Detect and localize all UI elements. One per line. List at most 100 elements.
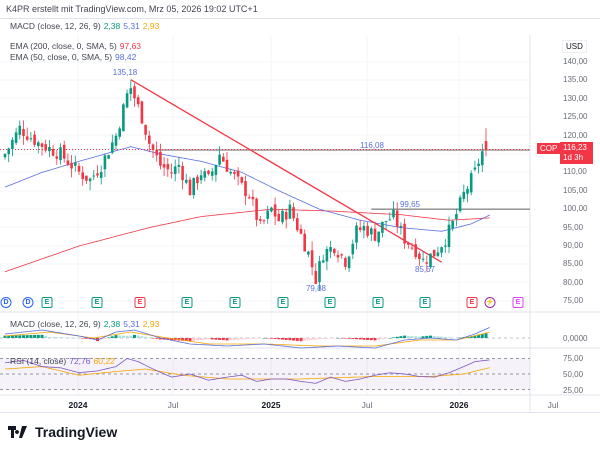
candle-body — [484, 141, 488, 150]
candle-body — [273, 204, 277, 217]
dividend-event-icon[interactable]: D — [22, 297, 34, 308]
candle-body — [196, 176, 199, 184]
macd-histogram-bar — [251, 338, 255, 339]
candle-body — [177, 165, 181, 167]
candle-body — [370, 228, 373, 235]
macd-histogram-bar — [329, 338, 333, 339]
trendline — [130, 79, 442, 263]
earnings-event-icon[interactable]: E — [372, 297, 384, 308]
candle-body — [329, 247, 332, 252]
tradingview-logo[interactable]: TradingView — [8, 424, 117, 440]
macd-histogram-bar — [318, 338, 321, 340]
legend-value: 72,76 — [69, 356, 91, 366]
symbol-tag: COP — [537, 143, 561, 154]
candle-body — [162, 164, 166, 168]
candle-body — [148, 135, 151, 144]
earnings-event-icon[interactable]: E — [91, 297, 103, 308]
candle-body — [407, 242, 410, 245]
earnings-event-icon[interactable]: E — [134, 297, 146, 308]
candle-body — [44, 144, 47, 151]
candle-body — [74, 162, 77, 166]
candle-body — [40, 143, 44, 147]
legend-rsi[interactable]: RSI (14, close) 72,76 60,22 — [10, 356, 115, 366]
candle-body — [262, 220, 266, 222]
legend-ema50[interactable]: EMA (50, close, 0, SMA, 5) 98,42 — [10, 52, 136, 62]
candle-body — [373, 228, 377, 241]
macd-histogram-bar — [410, 336, 414, 338]
legend-label: EMA (50, close, 0, SMA, 5) — [10, 52, 113, 62]
macd-histogram-bar — [3, 335, 7, 338]
ema200-line — [4, 208, 490, 273]
macd-histogram-bar — [266, 338, 270, 339]
candle-body — [325, 248, 329, 262]
candle-body — [362, 225, 366, 231]
price-tick: 85,00 — [563, 259, 584, 269]
candle-body — [173, 166, 177, 175]
macd-histogram-bar — [218, 338, 222, 340]
candle-body — [296, 218, 299, 231]
candle-body — [92, 175, 96, 177]
candle-body — [51, 148, 55, 156]
candle-body — [3, 154, 7, 158]
candle-body — [159, 151, 162, 166]
candle-body — [22, 129, 25, 136]
currency-label[interactable]: USD — [562, 40, 587, 53]
candle-body — [266, 210, 269, 219]
earnings-event-icon[interactable]: E — [512, 297, 524, 308]
price-tick: 135,00 — [563, 75, 588, 85]
macd-histogram-bar — [55, 337, 59, 338]
macd-histogram-bar — [151, 338, 155, 339]
earnings-event-icon[interactable]: E — [41, 297, 53, 308]
macd-histogram-bar — [229, 338, 233, 341]
candle-body — [185, 179, 188, 183]
price-tick: 95,00 — [563, 222, 584, 232]
candle-body — [192, 177, 195, 196]
earnings-event-icon[interactable]: E — [181, 297, 193, 308]
candle-body — [55, 156, 59, 159]
macd-histogram-bar — [273, 338, 277, 339]
legend-label: MACD (close, 12, 26, 9) — [10, 319, 101, 329]
macd-histogram-bar — [133, 334, 136, 338]
macd-histogram-bar — [221, 338, 225, 341]
earnings-event-icon[interactable]: E — [229, 297, 241, 308]
earnings-event-icon[interactable]: E — [419, 297, 431, 308]
macd-histogram-bar — [484, 333, 488, 338]
candle-body — [251, 196, 255, 200]
low-label: 79,88 — [305, 284, 327, 293]
macd-histogram-bar — [22, 335, 25, 338]
macd-histogram-bar — [306, 338, 310, 341]
candle-body — [188, 179, 192, 196]
legend-ema200[interactable]: EMA (200, close, 0, SMA, 5) 97,63 — [10, 41, 141, 51]
candle-body — [222, 156, 225, 162]
candle-body — [336, 254, 340, 258]
candle-body — [85, 175, 88, 181]
macd-histogram-bar — [203, 338, 207, 340]
macd-histogram-bar — [14, 335, 18, 338]
macd-histogram-bar — [96, 338, 99, 342]
macd-histogram-bar — [70, 337, 74, 339]
earnings-event-icon[interactable]: E — [277, 297, 289, 308]
earnings-event-icon[interactable]: E — [466, 297, 478, 308]
macd-histogram-bar — [436, 336, 440, 338]
legend-macd-top[interactable]: MACD (close, 12, 26, 9) 2,38 5,31 2,93 — [10, 21, 159, 31]
macd-signal-line — [4, 331, 490, 347]
candle-body — [277, 213, 281, 221]
candle-body — [11, 139, 14, 150]
time-tick: Jul — [167, 400, 179, 410]
candle-body — [469, 173, 473, 193]
split-event-icon[interactable]: ⚡ — [484, 297, 496, 308]
legend-macd[interactable]: MACD (close, 12, 26, 9) 2,38 5,31 2,93 — [10, 319, 159, 329]
candle-body — [399, 225, 403, 228]
rsi-ma-line — [4, 366, 490, 380]
dividend-event-icon[interactable]: D — [0, 297, 12, 308]
legend-value: 2,93 — [142, 21, 160, 31]
macd-histogram-bar — [51, 337, 55, 338]
macd-axis-tick: 0,0000 — [563, 334, 588, 343]
macd-histogram-bar — [355, 338, 358, 340]
earnings-event-icon[interactable]: E — [324, 297, 336, 308]
candle-body — [18, 125, 22, 135]
macd-histogram-bar — [421, 336, 425, 338]
macd-histogram-bar — [195, 338, 199, 341]
candle-body — [229, 171, 232, 174]
